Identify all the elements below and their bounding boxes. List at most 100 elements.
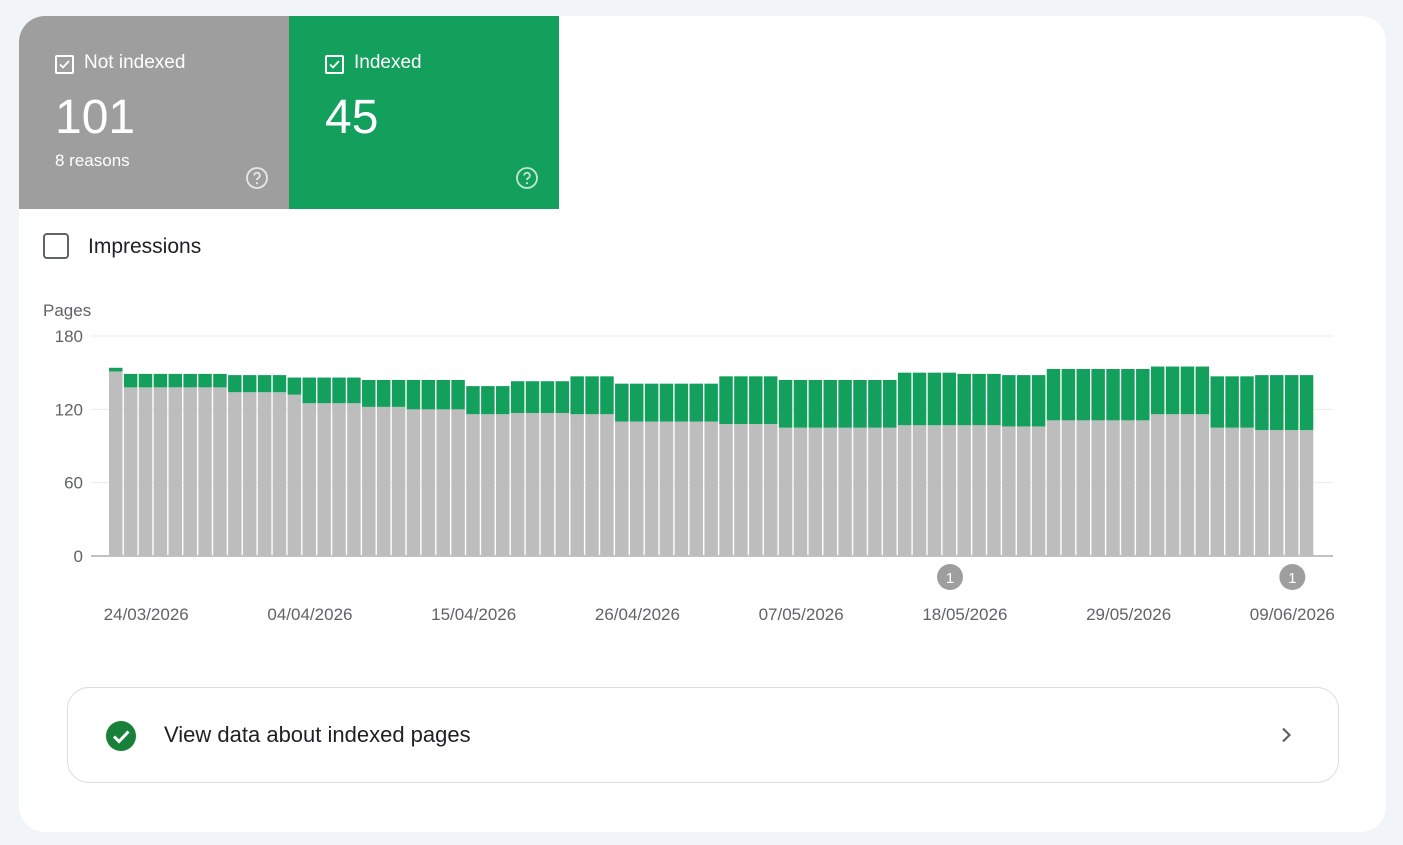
bar-indexed[interactable] [823, 380, 837, 428]
bar-indexed[interactable] [153, 373, 168, 388]
bar-not-indexed[interactable] [347, 403, 361, 556]
bar-not-indexed[interactable] [466, 414, 480, 556]
bar-not-indexed[interactable] [302, 403, 316, 556]
bar-not-indexed[interactable] [1240, 427, 1254, 556]
bar-not-indexed[interactable] [778, 427, 793, 556]
bar-indexed[interactable] [883, 380, 897, 428]
bar-indexed[interactable] [510, 381, 525, 413]
bar-indexed[interactable] [629, 383, 644, 422]
bar-indexed[interactable] [763, 376, 778, 424]
bar-indexed[interactable] [376, 380, 391, 407]
bar-indexed[interactable] [1270, 375, 1284, 431]
bar-not-indexed[interactable] [1255, 430, 1269, 556]
bar-not-indexed[interactable] [1076, 420, 1091, 556]
impressions-checkbox[interactable] [43, 233, 69, 259]
bar-indexed[interactable] [228, 375, 242, 393]
bar-indexed[interactable] [615, 383, 629, 422]
bar-not-indexed[interactable] [1016, 426, 1031, 556]
annotation-marker[interactable]: 1 [1279, 564, 1306, 590]
bar-not-indexed[interactable] [272, 392, 287, 556]
bar-indexed[interactable] [1225, 376, 1239, 428]
bar-not-indexed[interactable] [228, 392, 242, 556]
annotation-marker[interactable]: 1 [937, 564, 964, 590]
bar-indexed[interactable] [838, 380, 852, 428]
bar-indexed[interactable] [1180, 366, 1195, 415]
bar-not-indexed[interactable] [897, 425, 912, 556]
bar-not-indexed[interactable] [808, 427, 823, 556]
bar-indexed[interactable] [436, 380, 450, 410]
bar-indexed[interactable] [451, 380, 465, 410]
indexed-tile[interactable]: Indexed 45 [289, 16, 559, 209]
help-icon[interactable] [245, 166, 269, 190]
bar-indexed[interactable] [540, 381, 555, 413]
bar-indexed[interactable] [674, 383, 689, 422]
bar-not-indexed[interactable] [1121, 420, 1135, 556]
bar-not-indexed[interactable] [1150, 414, 1165, 556]
bar-indexed[interactable] [1046, 369, 1061, 421]
bar-not-indexed[interactable] [257, 392, 272, 556]
bar-not-indexed[interactable] [168, 387, 183, 556]
bar-not-indexed[interactable] [481, 414, 495, 556]
bar-indexed[interactable] [957, 373, 971, 426]
bar-indexed[interactable] [1284, 375, 1299, 431]
bar-not-indexed[interactable] [1061, 420, 1076, 556]
bar-not-indexed[interactable] [868, 427, 882, 556]
bar-not-indexed[interactable] [436, 409, 450, 556]
bar-indexed[interactable] [778, 380, 793, 428]
bar-indexed[interactable] [332, 377, 346, 404]
bar-indexed[interactable] [317, 377, 331, 404]
bar-indexed[interactable] [496, 386, 510, 415]
bar-indexed[interactable] [1210, 376, 1224, 428]
bar-not-indexed[interactable] [585, 414, 599, 556]
bar-not-indexed[interactable] [927, 425, 942, 556]
bar-not-indexed[interactable] [1106, 420, 1120, 556]
bar-indexed[interactable] [912, 372, 927, 426]
bar-indexed[interactable] [1031, 375, 1046, 427]
bar-indexed[interactable] [987, 373, 1001, 426]
bar-not-indexed[interactable] [376, 406, 391, 556]
checkbox-checked-icon[interactable] [325, 55, 344, 74]
bar-not-indexed[interactable] [689, 421, 703, 556]
bar-indexed[interactable] [1299, 375, 1314, 431]
bar-indexed[interactable] [525, 381, 540, 413]
bar-indexed[interactable] [704, 383, 718, 422]
bar-indexed[interactable] [466, 386, 480, 415]
bar-not-indexed[interactable] [1136, 420, 1150, 556]
bar-not-indexed[interactable] [510, 413, 525, 556]
bar-indexed[interactable] [272, 375, 287, 393]
bar-indexed[interactable] [1136, 369, 1150, 421]
bar-not-indexed[interactable] [763, 424, 778, 556]
bar-not-indexed[interactable] [570, 414, 584, 556]
not-indexed-tile[interactable]: Not indexed 101 8 reasons [19, 16, 289, 209]
bar-indexed[interactable] [555, 381, 570, 413]
bar-not-indexed[interactable] [912, 425, 927, 556]
bar-indexed[interactable] [421, 380, 436, 410]
bar-indexed[interactable] [1121, 369, 1135, 421]
bar-not-indexed[interactable] [1299, 430, 1314, 556]
bar-indexed[interactable] [391, 380, 406, 407]
bar-indexed[interactable] [257, 375, 272, 393]
bar-not-indexed[interactable] [1002, 426, 1016, 556]
bar-indexed[interactable] [689, 383, 703, 422]
bar-not-indexed[interactable] [183, 387, 197, 556]
bar-not-indexed[interactable] [1180, 414, 1195, 556]
bar-not-indexed[interactable] [242, 392, 257, 556]
bar-not-indexed[interactable] [883, 427, 897, 556]
bar-indexed[interactable] [853, 380, 867, 428]
bar-not-indexed[interactable] [138, 387, 153, 556]
bar-indexed[interactable] [749, 376, 763, 424]
bar-indexed[interactable] [570, 376, 584, 415]
bar-indexed[interactable] [972, 373, 986, 426]
bar-indexed[interactable] [1061, 369, 1076, 421]
bar-not-indexed[interactable] [1195, 414, 1210, 556]
bar-not-indexed[interactable] [734, 424, 748, 556]
bar-indexed[interactable] [213, 373, 227, 388]
bar-indexed[interactable] [1195, 366, 1210, 415]
bar-indexed[interactable] [1091, 369, 1105, 421]
bar-not-indexed[interactable] [659, 421, 674, 556]
bar-not-indexed[interactable] [496, 414, 510, 556]
bar-not-indexed[interactable] [332, 403, 346, 556]
bar-not-indexed[interactable] [1284, 430, 1299, 556]
bar-not-indexed[interactable] [153, 387, 168, 556]
bar-not-indexed[interactable] [198, 387, 212, 556]
